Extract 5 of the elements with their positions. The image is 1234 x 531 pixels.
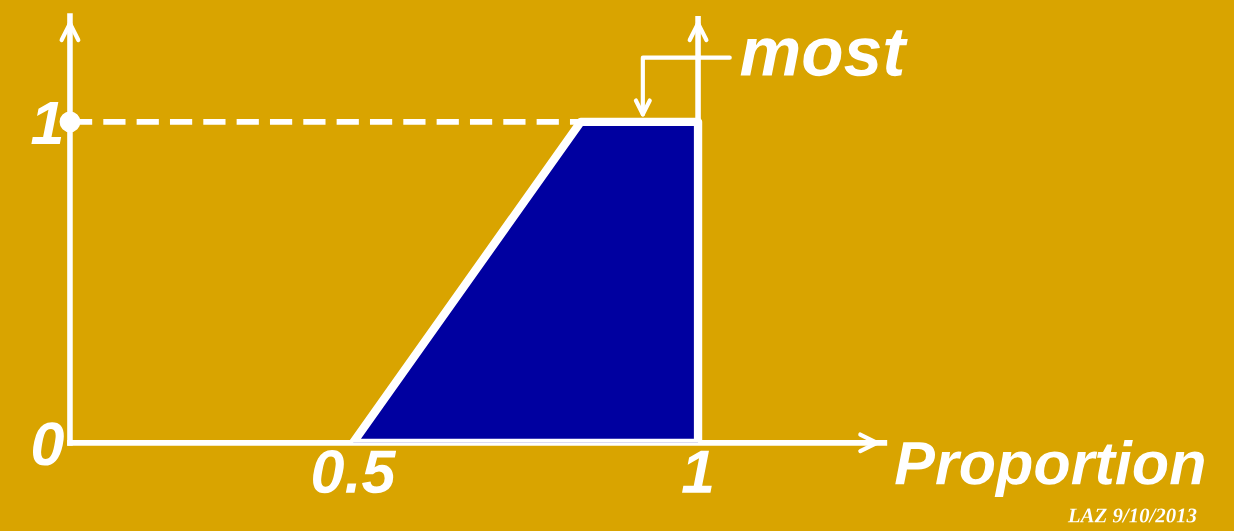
text: LAZ 9/10/2013 xyxy=(1067,508,1197,523)
x-tick-label: 0.5 xyxy=(313,450,397,494)
y-tick-label: 0 xyxy=(32,422,64,466)
x-axis-title: Proportion xyxy=(895,439,1204,497)
annotation: most xyxy=(740,30,908,77)
